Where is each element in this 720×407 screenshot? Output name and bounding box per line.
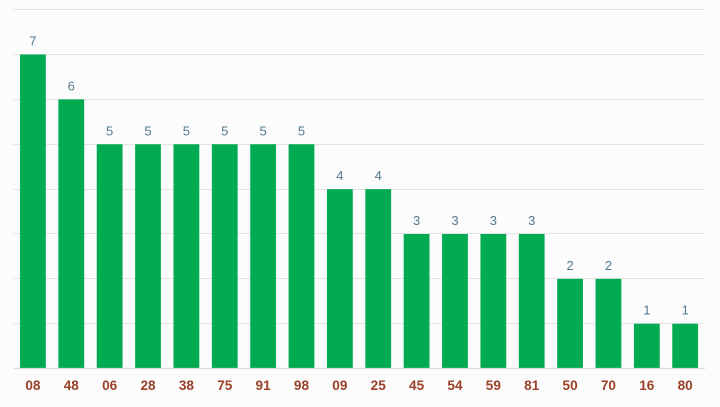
svg-text:75: 75 [217, 378, 233, 393]
svg-text:2: 2 [605, 258, 612, 273]
svg-text:5: 5 [221, 123, 228, 138]
svg-text:4: 4 [336, 168, 343, 183]
svg-text:59: 59 [486, 378, 502, 393]
svg-text:7: 7 [29, 34, 36, 49]
svg-text:91: 91 [256, 378, 272, 393]
svg-text:70: 70 [601, 378, 616, 393]
svg-text:6: 6 [68, 78, 75, 93]
svg-text:28: 28 [140, 378, 156, 393]
svg-text:25: 25 [371, 378, 387, 393]
svg-text:3: 3 [413, 213, 420, 228]
svg-text:4: 4 [375, 168, 382, 183]
svg-text:50: 50 [563, 378, 578, 393]
svg-text:45: 45 [409, 378, 425, 393]
svg-text:80: 80 [678, 378, 693, 393]
svg-text:81: 81 [524, 378, 540, 393]
svg-text:98: 98 [294, 378, 310, 393]
svg-text:48: 48 [64, 378, 80, 393]
svg-text:08: 08 [25, 378, 41, 393]
svg-text:38: 38 [179, 378, 195, 393]
svg-text:54: 54 [447, 378, 463, 393]
svg-text:5: 5 [183, 123, 190, 138]
svg-text:06: 06 [102, 378, 118, 393]
svg-text:1: 1 [643, 303, 650, 318]
svg-text:3: 3 [490, 213, 497, 228]
svg-text:1: 1 [682, 303, 689, 318]
svg-text:5: 5 [260, 123, 267, 138]
svg-text:2: 2 [566, 258, 573, 273]
svg-text:3: 3 [451, 213, 458, 228]
svg-text:5: 5 [144, 123, 151, 138]
svg-text:5: 5 [106, 123, 113, 138]
svg-text:3: 3 [528, 213, 535, 228]
svg-text:09: 09 [332, 378, 348, 393]
svg-text:5: 5 [298, 123, 305, 138]
svg-text:16: 16 [639, 378, 655, 393]
